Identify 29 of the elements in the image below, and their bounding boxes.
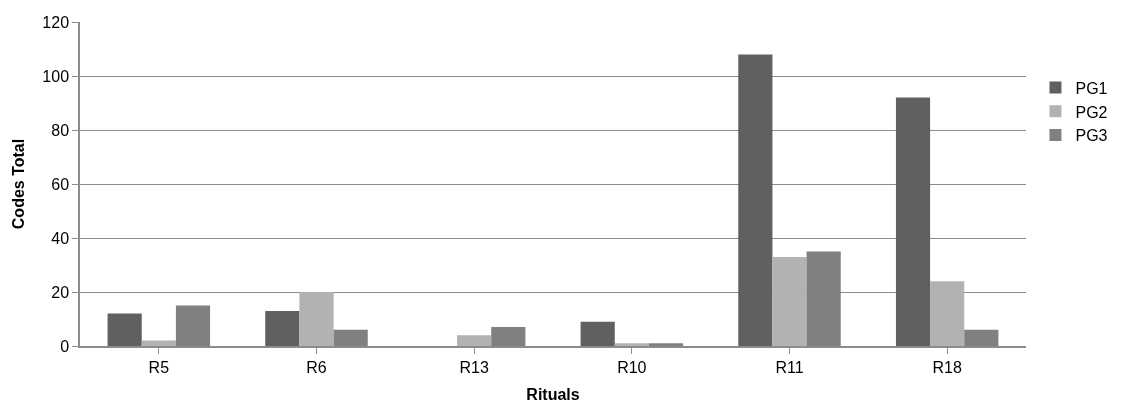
y-tick-label: 20 bbox=[51, 283, 70, 301]
bar bbox=[738, 54, 773, 346]
x-tick-label: R10 bbox=[617, 358, 647, 376]
y-tick-label: 40 bbox=[51, 229, 70, 247]
x-tick-label: R18 bbox=[932, 358, 962, 376]
legend-label: PG1 bbox=[1075, 79, 1108, 97]
legend-label: PG3 bbox=[1075, 127, 1108, 145]
y-tick-label: 0 bbox=[60, 337, 70, 355]
bar bbox=[895, 97, 931, 346]
y-tick-label: 120 bbox=[42, 13, 70, 31]
y-tick-label: 80 bbox=[51, 121, 70, 139]
bar bbox=[299, 292, 334, 346]
bar bbox=[265, 310, 300, 346]
bar bbox=[580, 321, 615, 346]
y-tick-label: 60 bbox=[51, 175, 70, 193]
legend-label: PG2 bbox=[1075, 103, 1108, 121]
x-tick-label: R5 bbox=[148, 358, 170, 376]
bar bbox=[141, 340, 176, 346]
bar bbox=[614, 343, 649, 346]
x-tick-label: R6 bbox=[306, 358, 327, 376]
bar bbox=[107, 313, 142, 346]
y-tick-label: 100 bbox=[42, 67, 70, 85]
y-axis-title: Codes Total bbox=[9, 138, 27, 230]
bar bbox=[930, 281, 965, 346]
x-tick-label: R13 bbox=[459, 358, 489, 376]
x-axis-title: Rituals bbox=[526, 386, 580, 404]
bar bbox=[772, 256, 807, 346]
bar bbox=[457, 335, 492, 346]
x-tick-label: R11 bbox=[775, 358, 804, 376]
